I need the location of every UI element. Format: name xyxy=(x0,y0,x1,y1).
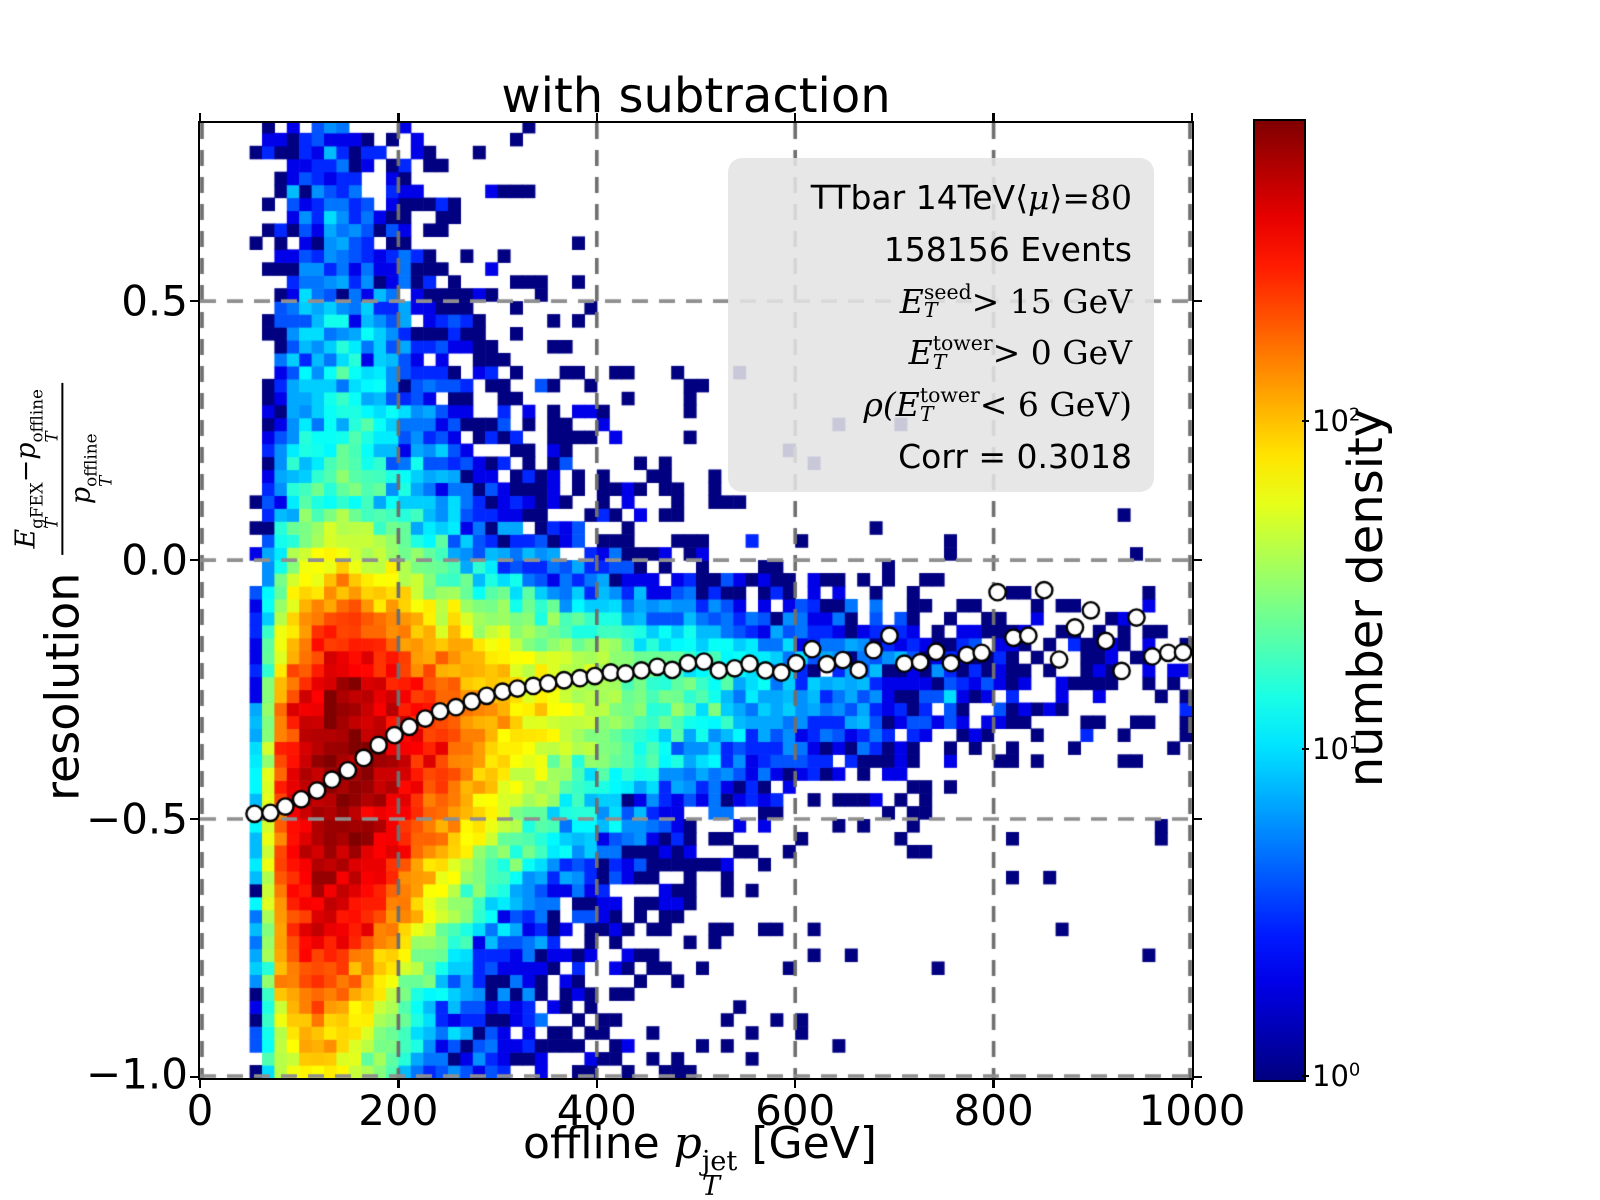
axis-tickmark xyxy=(1192,1075,1202,1079)
annotation-sample-line: TTbar 14TeV ⟨ μ ⟩ =80 xyxy=(810,178,1132,218)
rangle: ⟩ xyxy=(1049,178,1063,218)
x-tick-label: 800 xyxy=(953,1086,1034,1135)
axis-tickmark xyxy=(190,558,200,562)
colorbar-tick-label: 100 xyxy=(1312,1059,1361,1093)
x-label-prefix: offline xyxy=(523,1118,674,1169)
axis-tickmark xyxy=(595,113,598,123)
frac-num-p: p xyxy=(10,442,42,460)
chart-title: with subtraction xyxy=(501,68,891,124)
y-tick-label: −0.5 xyxy=(86,794,188,844)
y-label-text: resolution xyxy=(35,572,89,801)
colorbar-tickmark xyxy=(1302,748,1309,751)
axis-tickmark xyxy=(1190,113,1194,123)
axis-tickmark xyxy=(190,817,200,821)
frac-den-p: p xyxy=(65,486,96,505)
y-tick-label: 0.0 xyxy=(121,535,188,585)
axis-tickmark xyxy=(595,1078,598,1088)
x-tick-label: 0 xyxy=(186,1086,214,1135)
colorbar xyxy=(1253,119,1306,1082)
y-tick-label: −1.0 xyxy=(86,1049,188,1099)
axis-tickmark xyxy=(794,113,797,123)
axis-tickmark xyxy=(992,1078,995,1088)
axis-tickmark xyxy=(794,1078,797,1088)
colorbar-tickmark xyxy=(1302,419,1309,422)
x-tick-label: 400 xyxy=(556,1086,637,1135)
plot-frame xyxy=(198,121,1194,1080)
y-tick-label: 0.5 xyxy=(121,276,188,326)
rho-symbol: ρ( xyxy=(863,385,896,425)
frac-num-E: E xyxy=(10,528,42,549)
axis-tickmark xyxy=(1192,299,1202,303)
langle: ⟨ xyxy=(1015,178,1029,218)
x-tick-label: 200 xyxy=(358,1086,439,1135)
annotation-events-line: 158156 Events xyxy=(883,230,1132,269)
axis-tickmark xyxy=(190,1075,200,1079)
axis-tickmark xyxy=(198,113,202,123)
x-tick-label: 600 xyxy=(755,1086,836,1135)
colorbar-label: number density xyxy=(1338,408,1394,788)
x-label-suffix: [GeV] xyxy=(737,1118,877,1169)
x-label-sub: T xyxy=(701,1170,721,1200)
axis-tickmark xyxy=(1190,1078,1194,1088)
axis-tickmark xyxy=(992,113,995,123)
annotation-corr-line: Corr = 0.3018 xyxy=(898,436,1132,476)
axis-tickmark xyxy=(198,1078,202,1088)
x-label-sup: jet xyxy=(701,1146,738,1178)
axis-tickmark xyxy=(397,113,400,123)
x-label-var: p xyxy=(673,1118,702,1169)
colorbar-tickmark xyxy=(1302,1075,1309,1077)
axis-tickmark xyxy=(1192,558,1202,562)
colorbar-tick-label: 102 xyxy=(1312,403,1361,438)
axis-tickmark xyxy=(190,299,200,303)
axis-tickmark xyxy=(397,1078,400,1088)
x-tick-label: 1000 xyxy=(1138,1086,1246,1135)
colorbar-tick-label: 101 xyxy=(1312,732,1361,767)
x-axis-label: offline p jet T [GeV] xyxy=(523,1118,877,1200)
mu-symbol: μ xyxy=(1028,178,1050,218)
axis-tickmark xyxy=(1192,817,1202,821)
